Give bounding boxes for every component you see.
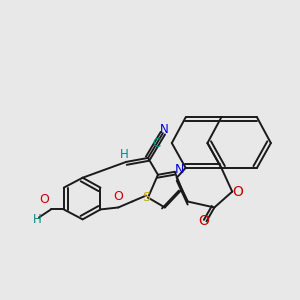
Text: S: S bbox=[142, 191, 150, 204]
Text: O: O bbox=[233, 184, 244, 199]
Text: H: H bbox=[120, 148, 129, 161]
Text: H: H bbox=[33, 213, 41, 226]
Text: N: N bbox=[175, 163, 184, 176]
Text: O: O bbox=[39, 194, 49, 206]
Text: N: N bbox=[160, 123, 168, 136]
Text: O: O bbox=[198, 214, 209, 228]
Text: O: O bbox=[113, 190, 123, 203]
Text: C: C bbox=[152, 137, 160, 150]
